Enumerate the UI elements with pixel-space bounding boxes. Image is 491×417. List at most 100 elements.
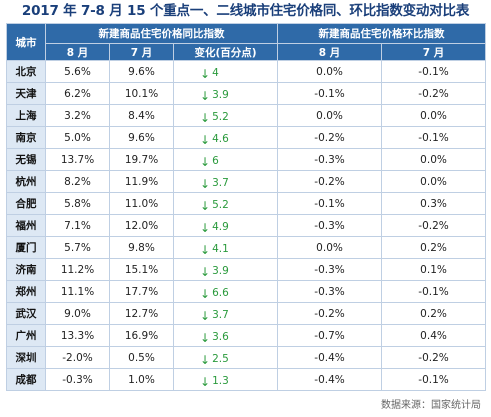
change-value: 2.5 — [212, 352, 229, 365]
mom-aug-cell: 0.0% — [277, 236, 383, 259]
change-cell: ↓ 3.6 — [172, 324, 279, 347]
change-cell: ↓ 5.2 — [172, 104, 279, 127]
yoy-jul-cell: 16.9% — [109, 324, 174, 347]
down-arrow-icon: ↓ — [200, 66, 211, 81]
mom-aug-cell: -0.7% — [277, 324, 383, 347]
column-header-yoy-aug: 8 月 — [45, 43, 110, 61]
yoy-aug-cell: 3.2% — [45, 104, 110, 127]
change-cell: ↓ 4 — [172, 60, 279, 83]
mom-jul-cell: -0.2% — [381, 214, 487, 237]
yoy-aug-cell: 13.7% — [45, 148, 110, 171]
city-cell: 深圳 — [6, 346, 46, 369]
change-cell: ↓ 4.9 — [172, 214, 279, 237]
yoy-aug-cell: 5.8% — [45, 192, 110, 215]
city-cell: 武汉 — [6, 302, 46, 325]
yoy-aug-cell: 8.2% — [45, 170, 110, 193]
city-cell: 成都 — [6, 368, 46, 391]
mom-jul-cell: -0.2% — [381, 82, 487, 105]
change-value: 3.9 — [212, 264, 229, 277]
mom-jul-cell: -0.1% — [381, 126, 487, 149]
yoy-jul-cell: 0.5% — [109, 346, 174, 369]
yoy-aug-cell: 5.6% — [45, 60, 110, 83]
yoy-aug-cell: 11.2% — [45, 258, 110, 281]
yoy-jul-cell: 17.7% — [109, 280, 174, 303]
mom-jul-cell: 0.1% — [381, 258, 487, 281]
change-value: 4.1 — [212, 242, 229, 255]
city-cell: 上海 — [6, 104, 46, 127]
down-arrow-icon: ↓ — [200, 154, 211, 169]
change-cell: ↓ 3.9 — [172, 258, 279, 281]
city-cell: 济南 — [6, 258, 46, 281]
down-arrow-icon: ↓ — [200, 352, 211, 367]
column-header-mom-jul: 7 月 — [381, 43, 487, 61]
yoy-jul-cell: 12.7% — [109, 302, 174, 325]
mom-aug-cell: -0.4% — [277, 346, 383, 369]
mom-aug-cell: -0.1% — [277, 192, 383, 215]
mom-jul-cell: -0.1% — [381, 60, 487, 83]
mom-jul-cell: 0.0% — [381, 170, 487, 193]
down-arrow-icon: ↓ — [200, 242, 211, 257]
change-cell: ↓ 3.9 — [172, 82, 279, 105]
yoy-jul-cell: 19.7% — [109, 148, 174, 171]
mom-aug-cell: 0.0% — [277, 60, 383, 83]
mom-jul-cell: 0.2% — [381, 302, 487, 325]
change-cell: ↓ 3.7 — [172, 170, 279, 193]
change-cell: ↓ 4.6 — [172, 126, 279, 149]
yoy-aug-cell: -2.0% — [45, 346, 110, 369]
city-cell: 合肥 — [6, 192, 46, 215]
table-row: 天津 6.2% 10.1% ↓ 3.9 -0.1% -0.2% — [6, 82, 487, 105]
change-value: 3.7 — [212, 308, 229, 321]
mom-jul-cell: 0.2% — [381, 236, 487, 259]
change-cell: ↓ 5.2 — [172, 192, 279, 215]
yoy-jul-cell: 9.6% — [109, 126, 174, 149]
mom-aug-cell: -0.3% — [277, 148, 383, 171]
group-header-mom: 新建商品住宅价格环比指数 — [277, 23, 487, 44]
table-row: 杭州 8.2% 11.9% ↓ 3.7 -0.2% 0.0% — [6, 170, 487, 193]
table-body: 北京 5.6% 9.6% ↓ 4 0.0% -0.1% 天津 6.2% 10.1% ↓ 3.9 -0.1… — [6, 60, 487, 391]
yoy-jul-cell: 12.0% — [109, 214, 174, 237]
column-header-mom-aug: 8 月 — [277, 43, 383, 61]
yoy-jul-cell: 1.0% — [109, 368, 174, 391]
mom-jul-cell: -0.2% — [381, 346, 487, 369]
down-arrow-icon: ↓ — [200, 198, 211, 213]
mom-aug-cell: 0.0% — [277, 104, 383, 127]
mom-aug-cell: -0.2% — [277, 170, 383, 193]
change-value: 4.9 — [212, 220, 229, 233]
city-cell: 南京 — [6, 126, 46, 149]
down-arrow-icon: ↓ — [200, 330, 211, 345]
change-value: 4.6 — [212, 132, 229, 145]
yoy-jul-cell: 11.0% — [109, 192, 174, 215]
change-value: 5.2 — [212, 110, 229, 123]
mom-jul-cell: 0.4% — [381, 324, 487, 347]
city-cell: 北京 — [6, 60, 46, 83]
down-arrow-icon: ↓ — [200, 264, 211, 279]
yoy-jul-cell: 11.9% — [109, 170, 174, 193]
yoy-aug-cell: -0.3% — [45, 368, 110, 391]
yoy-aug-cell: 13.3% — [45, 324, 110, 347]
down-arrow-icon: ↓ — [200, 374, 211, 389]
mom-aug-cell: -0.2% — [277, 302, 383, 325]
column-header-change: 变化(百分点) — [172, 43, 279, 61]
mom-aug-cell: -0.4% — [277, 368, 383, 391]
table-row: 福州 7.1% 12.0% ↓ 4.9 -0.3% -0.2% — [6, 214, 487, 237]
change-cell: ↓ 6 — [172, 148, 279, 171]
down-arrow-icon: ↓ — [200, 176, 211, 191]
yoy-aug-cell: 6.2% — [45, 82, 110, 105]
yoy-jul-cell: 10.1% — [109, 82, 174, 105]
table-row: 厦门 5.7% 9.8% ↓ 4.1 0.0% 0.2% — [6, 236, 487, 259]
change-value: 3.6 — [212, 330, 229, 343]
table-row: 上海 3.2% 8.4% ↓ 5.2 0.0% 0.0% — [6, 104, 487, 127]
table-row: 济南 11.2% 15.1% ↓ 3.9 -0.3% 0.1% — [6, 258, 487, 281]
yoy-jul-cell: 9.8% — [109, 236, 174, 259]
city-cell: 无锡 — [6, 148, 46, 171]
down-arrow-icon: ↓ — [200, 286, 211, 301]
yoy-jul-cell: 8.4% — [109, 104, 174, 127]
city-cell: 广州 — [6, 324, 46, 347]
table-row: 郑州 11.1% 17.7% ↓ 6.6 -0.3% -0.1% — [6, 280, 487, 303]
down-arrow-icon: ↓ — [200, 110, 211, 125]
source-note: 数据来源：国家统计局 — [381, 400, 481, 411]
table-row: 北京 5.6% 9.6% ↓ 4 0.0% -0.1% — [6, 60, 487, 83]
column-header-yoy-jul: 7 月 — [109, 43, 174, 61]
table-row: 无锡 13.7% 19.7% ↓ 6 -0.3% 0.0% — [6, 148, 487, 171]
change-value: 3.7 — [212, 176, 229, 189]
